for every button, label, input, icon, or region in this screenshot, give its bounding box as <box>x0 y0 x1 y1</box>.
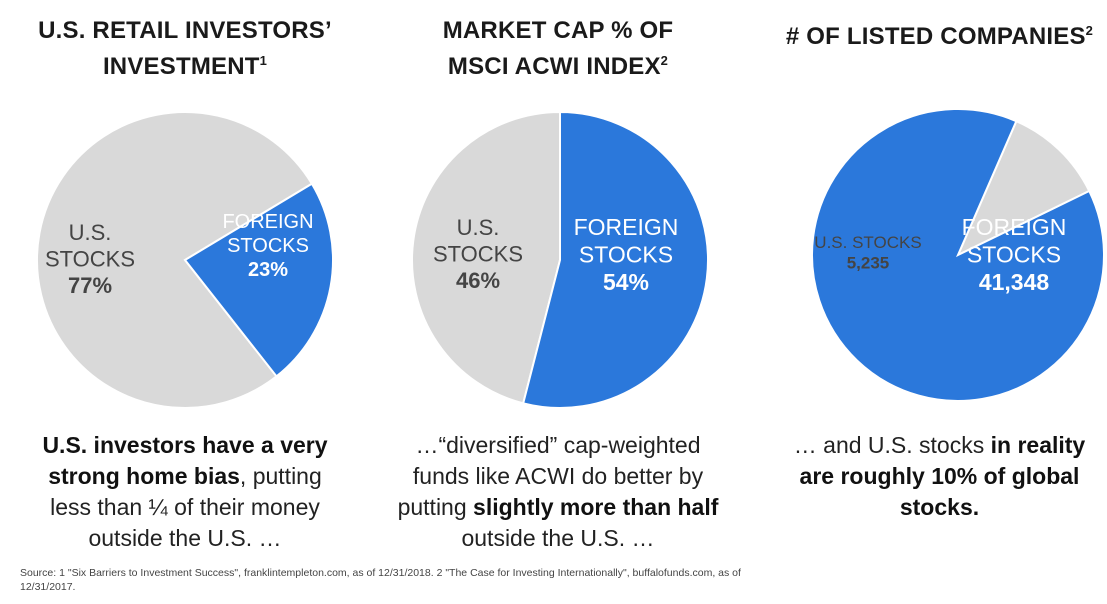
slice-value-label: 23% <box>248 259 288 281</box>
us-stocks-label: U.S. STOCKS 77% <box>45 220 135 298</box>
foreign-stocks-label: FOREIGN STOCKS 23% <box>222 211 313 281</box>
slice-label-line: FOREIGN <box>962 214 1067 240</box>
slice-value-label: 41,348 <box>979 269 1050 295</box>
source-footnote: Source: 1 "Six Barriers to Investment Su… <box>20 567 741 593</box>
slice-label-line: STOCKS <box>967 242 1061 268</box>
panel-2-caption-text-1: …“diversified” cap-weighted funds like A… <box>397 432 704 520</box>
panel-3-footnote-ref: 2 <box>1085 23 1094 38</box>
pie-slice-foreign-stocks <box>183 182 334 378</box>
panel-2-title-line1: MARKET CAP % OF <box>442 17 674 44</box>
panel-3-caption-text: … and U.S. stocks <box>793 432 991 458</box>
foreign-stocks-label: FOREIGN STOCKS 41,348 <box>962 214 1067 295</box>
slice-label-line: FOREIGN <box>222 211 313 233</box>
foreign-stocks-label: FOREIGN STOCKS 54% <box>574 214 679 295</box>
pie-slice-us-stocks <box>955 119 1091 258</box>
panel-3-caption: … and U.S. stocks in reality are roughly… <box>772 430 1107 523</box>
panel-1-caption-bold: U.S. investors have a very strong home b… <box>42 432 328 489</box>
panel-listed-companies: # OF LISTED COMPANIES2 U.S. STOCKS 5,235 F… <box>772 0 1107 545</box>
pie-chart-listed-companies: U.S. STOCKS 5,235 FOREIGN STOCKS 41,348 <box>811 108 1105 402</box>
panel-retail-investment: U.S. RETAIL INVESTORS’ INVESTMENT1 U.S. S… <box>0 0 370 551</box>
panel-2-caption-text-2: outside the U.S. … <box>461 525 655 551</box>
panel-1-footnote-ref: 1 <box>259 53 268 68</box>
panel-2-caption: …“diversified” cap-weighted funds like A… <box>383 430 733 554</box>
slice-label-line: STOCKS <box>579 242 673 268</box>
panel-market-cap: MARKET CAP % OF MSCI ACWI INDEX2 U.S. STO… <box>383 0 733 551</box>
panel-1-title-line1: U.S. RETAIL INVESTORS’ <box>38 17 332 44</box>
slice-label-line: FOREIGN <box>574 214 679 240</box>
panel-3-title: # OF LISTED COMPANIES2 <box>772 16 1107 52</box>
slice-label-line: U.S. <box>457 215 500 240</box>
slice-label-line: U.S. <box>69 220 112 245</box>
pie-slice-foreign-stocks <box>521 110 709 409</box>
us-stocks-label: U.S. STOCKS 46% <box>433 215 523 293</box>
panel-1-title: U.S. RETAIL INVESTORS’ INVESTMENT1 <box>0 16 370 82</box>
panel-2-caption-bold: slightly more than half <box>473 494 719 520</box>
panel-2-title: MARKET CAP % OF MSCI ACWI INDEX2 <box>383 16 733 82</box>
slice-label-line: STOCKS <box>433 241 523 266</box>
slice-label-line: STOCKS <box>227 235 309 257</box>
slice-value-label: 54% <box>603 269 649 295</box>
slice-value-label: 46% <box>456 268 500 293</box>
slice-label-line: U.S. STOCKS <box>814 233 921 252</box>
slice-label-line: STOCKS <box>45 246 135 271</box>
panel-1-caption-text: , putting less than ¼ of their money out… <box>50 463 322 551</box>
panel-2-footnote-ref: 2 <box>660 53 669 68</box>
pie-chart-market-cap: U.S. STOCKS 46%FOREIGN STOCKS 54% <box>411 110 709 409</box>
slice-value-label: 5,235 <box>847 253 890 272</box>
panel-2-title-line2: MSCI ACWI INDEX <box>447 53 661 80</box>
slice-value-label: 77% <box>68 273 112 298</box>
pie-slice-foreign-stocks <box>811 108 1105 402</box>
panel-3-caption-bold: in reality are roughly 10% of global sto… <box>799 432 1086 520</box>
pie-slice-us-stocks <box>411 110 561 405</box>
panel-1-title-line2: INVESTMENT <box>102 53 260 80</box>
us-stocks-label: U.S. STOCKS 5,235 <box>814 233 921 272</box>
pie-chart-retail-investment: U.S. STOCKS 77%FOREIGN STOCKS 23% <box>36 111 334 409</box>
panel-3-title-line1: # OF LISTED COMPANIES <box>785 23 1086 50</box>
panel-1-caption: U.S. investors have a very strong home b… <box>0 430 370 554</box>
